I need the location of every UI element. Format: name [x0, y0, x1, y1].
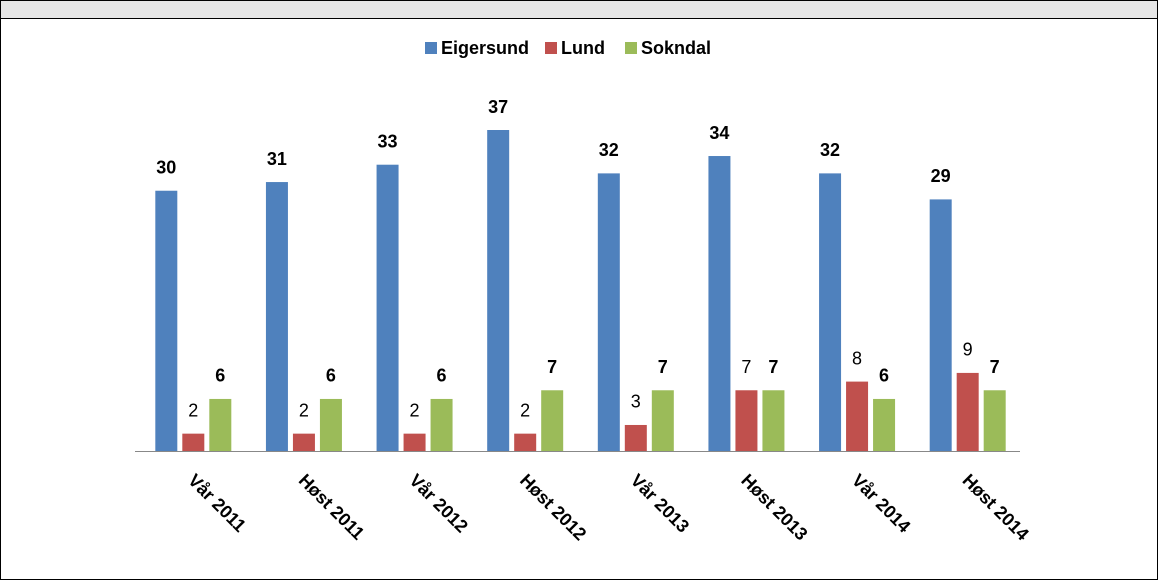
- bar: [929, 199, 952, 451]
- value-label: 34: [709, 123, 729, 143]
- bar: [624, 424, 647, 451]
- top-band: [0, 0, 1158, 19]
- legend-label: Lund: [561, 38, 605, 58]
- bar: [319, 398, 342, 451]
- bar: [376, 164, 399, 451]
- bar: [708, 156, 731, 451]
- value-label: 33: [378, 131, 398, 151]
- value-label: 6: [879, 366, 889, 386]
- bar: [182, 433, 205, 451]
- value-label: 37: [488, 97, 508, 117]
- legend-swatch: [425, 42, 437, 54]
- bar: [155, 190, 178, 451]
- bar: [651, 390, 674, 451]
- legend-label: Sokndal: [641, 38, 711, 58]
- bar: [430, 398, 453, 451]
- bar: [597, 173, 620, 452]
- bar: [209, 398, 232, 451]
- legend-label: Eigersund: [441, 38, 529, 58]
- legend-swatch: [545, 42, 557, 54]
- value-label: 7: [768, 357, 778, 377]
- bar: [956, 372, 979, 451]
- bar: [265, 182, 288, 451]
- bar: [983, 390, 1006, 451]
- legend-swatch: [625, 42, 637, 54]
- bar: [735, 390, 758, 451]
- bar: [514, 433, 537, 451]
- bar: [541, 390, 564, 451]
- value-label: 7: [658, 357, 668, 377]
- bar: [846, 381, 869, 451]
- value-label: 7: [990, 357, 1000, 377]
- value-label: 8: [852, 348, 862, 368]
- bar: [292, 433, 315, 451]
- value-label: 9: [963, 340, 973, 360]
- value-label: 3: [631, 392, 641, 412]
- value-label: 6: [437, 366, 447, 386]
- bar: [819, 173, 842, 452]
- value-label: 31: [267, 149, 287, 169]
- value-label: 6: [326, 366, 336, 386]
- value-label: 29: [931, 166, 951, 186]
- value-label: 30: [156, 157, 176, 177]
- value-label: 7: [547, 357, 557, 377]
- value-label: 7: [741, 357, 751, 377]
- value-label: 6: [215, 366, 225, 386]
- bar: [762, 390, 785, 451]
- value-label: 2: [410, 400, 420, 420]
- bar: [403, 433, 426, 451]
- value-label: 2: [299, 400, 309, 420]
- bar: [487, 130, 510, 451]
- value-label: 2: [520, 400, 530, 420]
- bar: [873, 398, 896, 451]
- value-label: 2: [188, 400, 198, 420]
- value-label: 32: [599, 140, 619, 160]
- value-label: 32: [820, 140, 840, 160]
